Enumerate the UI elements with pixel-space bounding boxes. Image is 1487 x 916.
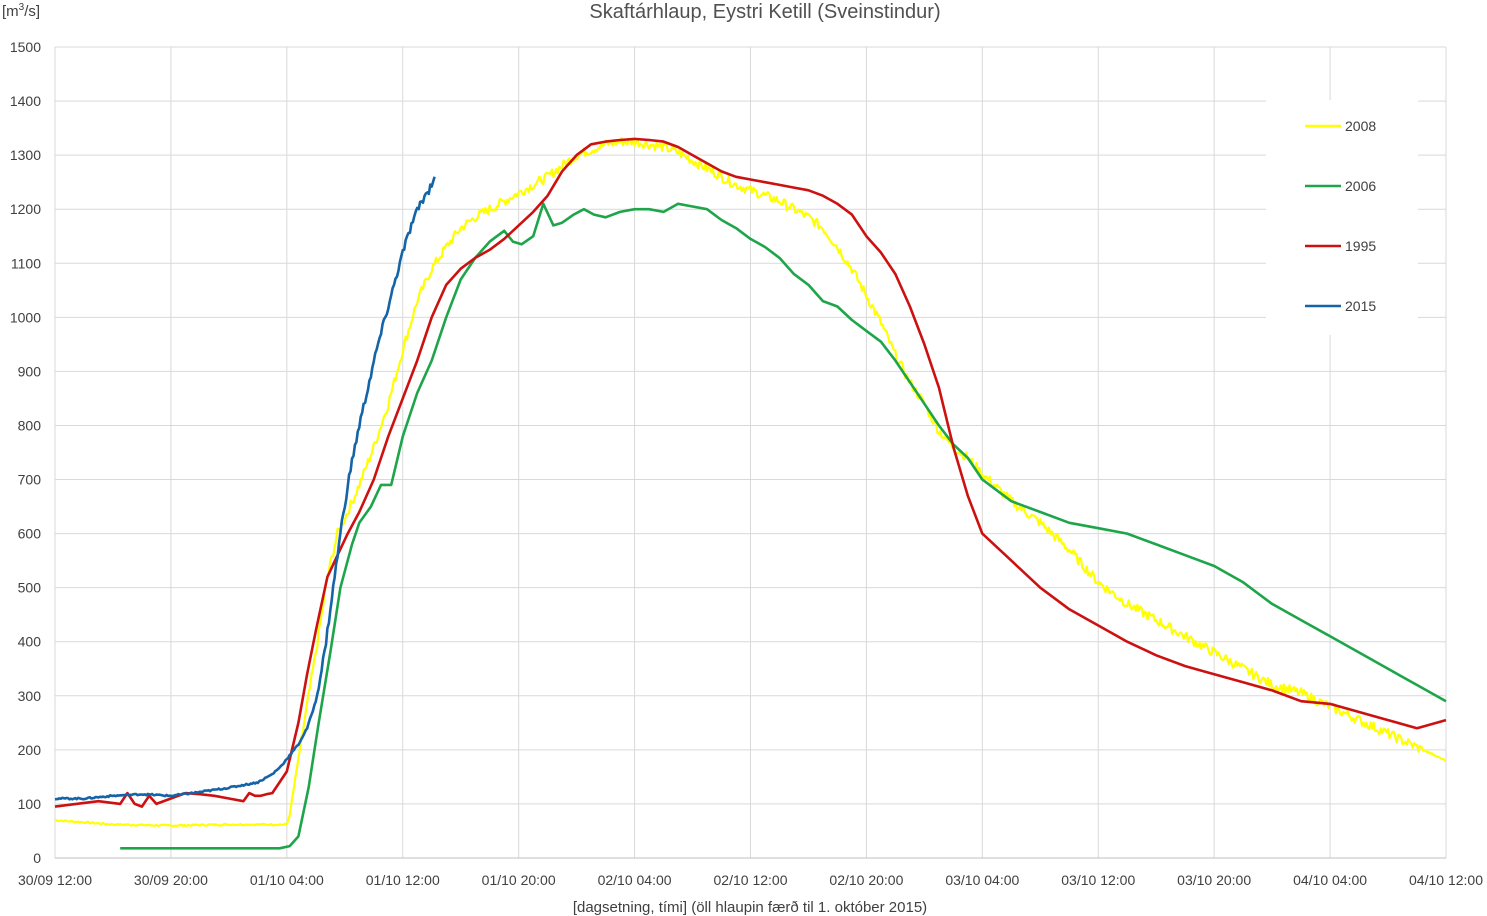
y-tick-label: 900	[18, 363, 42, 379]
x-tick-label: 02/10 12:00	[714, 872, 788, 888]
x-tick-label: 30/09 20:00	[134, 872, 208, 888]
series-lines	[54, 137, 1447, 850]
series-line-2015	[54, 176, 436, 801]
y-tick-label: 1200	[10, 201, 41, 217]
y-tick-label: 1100	[11, 255, 41, 271]
y-axis-label-suffix: /s]	[24, 3, 40, 20]
y-tick-label: 1400	[10, 93, 41, 109]
y-tick-label: 700	[18, 472, 42, 488]
series-line-1995	[54, 137, 1447, 808]
x-tick-label: 01/10 04:00	[250, 872, 324, 888]
gridlines	[54, 46, 1447, 859]
y-tick-label: 800	[18, 417, 42, 433]
y-tick-label: 0	[33, 850, 41, 866]
x-tick-label: 01/10 12:00	[366, 872, 440, 888]
x-tick-label: 04/10 04:00	[1293, 872, 1367, 888]
x-tick-label: 01/10 20:00	[482, 872, 556, 888]
legend-box	[1266, 100, 1418, 335]
axes: 0 100 200 300 400 500 600 700 800 900 1000 1100 1200…	[10, 39, 1483, 888]
y-tick-label: 300	[18, 688, 42, 704]
legend-label-1995: 1995	[1345, 238, 1376, 254]
y-tick-label: 1000	[10, 309, 41, 325]
series-line-2006	[120, 202, 1447, 850]
x-tick-label: 30/09 12:00	[18, 872, 92, 888]
y-tick-label: 400	[18, 634, 42, 650]
legend-label-2015: 2015	[1345, 298, 1376, 314]
y-tick-label: 600	[18, 526, 42, 542]
y-tick-label: 200	[18, 742, 42, 758]
x-tick-label: 03/10 12:00	[1061, 872, 1135, 888]
legend-label-2008: 2008	[1345, 118, 1376, 134]
y-axis-label: [m3/s]	[2, 2, 40, 20]
x-tick-label: 03/10 20:00	[1177, 872, 1251, 888]
y-tick-label: 500	[18, 580, 42, 596]
x-tick-label: 03/10 04:00	[945, 872, 1019, 888]
y-axis-label-superscript: 3	[19, 2, 25, 13]
y-axis-label-prefix: [m	[2, 3, 19, 20]
legend: 2008 2006 1995 2015	[1266, 100, 1418, 335]
series-line-2008	[55, 137, 1447, 828]
x-tick-label: 04/10 12:00	[1409, 872, 1483, 888]
x-tick-label: 02/10 04:00	[598, 872, 672, 888]
chart-title: Skaftárhlaup, Eystri Ketill (Sveinstindu…	[589, 1, 940, 23]
legend-label-2006: 2006	[1345, 178, 1376, 194]
y-tick-label: 1500	[10, 39, 41, 55]
x-axis-label: [dagsetning, tími] (öll hlaupin færð til…	[573, 899, 927, 916]
y-tick-label: 1300	[10, 147, 41, 163]
x-tick-label: 02/10 20:00	[829, 872, 903, 888]
y-tick-label: 100	[18, 796, 42, 812]
